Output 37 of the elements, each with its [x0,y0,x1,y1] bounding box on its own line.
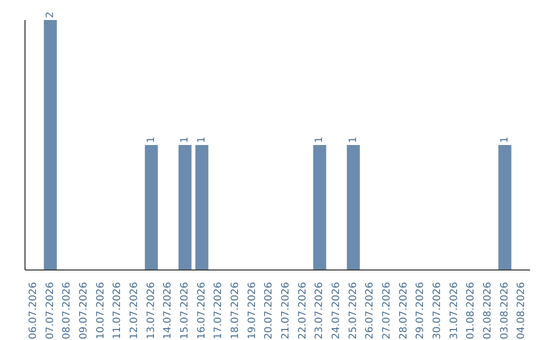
data-label: 1 [146,136,157,143]
x-tick-label: 21.07.2026 [280,282,292,340]
x-tick-label: 15.07.2026 [179,282,190,340]
x-tick-label: 18.07.2026 [230,282,241,340]
x-tick-label: 17.07.2026 [213,282,224,340]
data-label: 1 [499,136,510,143]
x-tick-label: 08.07.2026 [62,282,73,340]
data-label: 1 [314,136,326,143]
x-tick-label: 20.07.2026 [264,282,275,340]
x-tick-label: 19.07.2026 [246,282,258,340]
data-label: 2 [44,12,56,18]
x-tick-label: 07.07.2026 [44,282,56,340]
x-tick-label: 28.07.2026 [398,282,410,340]
x-tick-label: 01.08.2026 [466,282,477,340]
x-tick-label: 14.07.2026 [162,282,174,340]
x-tick-label: 02.08.2026 [482,282,494,340]
x-tick-label: 06.07.2026 [28,282,39,340]
x-tick-label: 11.07.2026 [112,282,124,340]
x-tick-label: 09.07.2026 [78,282,90,340]
x-tick-label: 03.08.2026 [499,282,510,340]
x-tick-label: 12.07.2026 [128,282,140,340]
data-label: 1 [180,136,191,143]
x-tick-label: 27.07.2026 [381,282,392,340]
x-tick-label: 22.07.2026 [297,282,308,340]
x-tick-label: 29.07.2026 [415,282,426,340]
x-tick-label: 25.07.2026 [348,282,359,340]
x-tick-label: 10.07.2026 [95,282,106,340]
x-tick-label: 13.07.2026 [146,282,157,340]
x-tick-label: 16.07.2026 [196,282,208,340]
x-tick-label: 23.07.2026 [314,282,326,340]
x-tick-label: 26.07.2026 [364,282,376,340]
x-tick-label: 04.08.2026 [516,282,528,340]
x-tick-label: 31.07.2026 [448,282,460,340]
x-tick-label: 30.07.2026 [432,282,443,340]
data-label: 1 [348,136,359,143]
x-tick-label: 24.07.2026 [330,282,342,340]
data-label: 1 [196,136,208,143]
